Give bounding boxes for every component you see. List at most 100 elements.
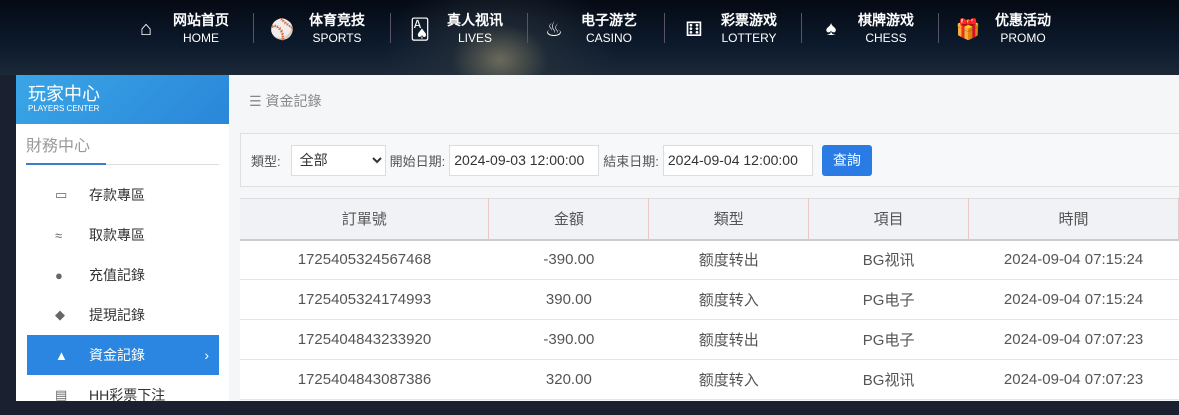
hand-money-icon: ≈ [55, 227, 63, 243]
column-header: 訂單號 [240, 198, 490, 241]
nav-item-casino[interactable]: ♨ 电子游艺 CASINO [541, 10, 637, 48]
fund-records-table: 訂單號 金額 類型 項目 時間 1725405324567468 -390.00 额度转出 BG… [240, 198, 1179, 400]
table-cell: 390.00 [488, 279, 649, 320]
nav-label-en: SPORTS [312, 31, 362, 45]
nav-label-en: LIVES [457, 31, 493, 45]
sidebar-item-4[interactable]: ▲ 資金記錄 › [27, 335, 219, 375]
filter-bar: 類型: 全部 開始日期: 結束日期: 查詢 [240, 133, 1179, 187]
nav-divider [938, 13, 939, 43]
card-icon: ▭ [55, 187, 68, 202]
bank-icon: ▲ [55, 347, 68, 363]
nav-item-chess[interactable]: ♠ 棋牌游戏 CHESS [818, 10, 914, 48]
main-panel: ☰ 資金記錄 類型: 全部 開始日期: 結束日期: 查詢 訂單號金額類型項目時間… [229, 75, 1179, 401]
nav-item-lottery[interactable]: ⚅ 彩票游戏 LOTTERY [681, 10, 777, 48]
table-cell: 1725405324567468 [240, 239, 489, 280]
table-cell: 2024-09-04 07:15:24 [968, 239, 1179, 280]
column-header: 類型 [648, 198, 810, 241]
nav-divider [527, 13, 528, 43]
chevron-right-icon: › [204, 347, 209, 363]
start-date-input[interactable] [449, 144, 600, 176]
sidebar: 玩家中心 PLAYERS CENTER 財務中心 ▭ 存款專區 ≈ 取款專區 ● 充值記錄… [16, 75, 229, 403]
table-cell: 320.00 [488, 359, 649, 400]
table-cell: 额度转出 [648, 239, 809, 280]
table-cell: PG电子 [808, 279, 969, 320]
table-cell: -390.00 [488, 319, 649, 360]
nav-label-cn: 彩票游戏 [721, 12, 777, 28]
sidebar-item-2[interactable]: ● 充值記錄 [27, 255, 219, 295]
column-header: 金額 [488, 198, 650, 241]
table-cell: BG视讯 [808, 239, 969, 280]
end-date-label: 結束日期: [603, 153, 659, 169]
sidebar-item-label: 充值記錄 [89, 267, 145, 283]
end-date-input[interactable] [662, 144, 813, 176]
column-header: 項目 [808, 198, 970, 241]
nav-divider [801, 13, 802, 43]
sidebar-item-5[interactable]: ▤ HH彩票下注 [27, 375, 219, 415]
home-icon: ⌂ [139, 17, 153, 40]
roulette-icon: ♨ [545, 18, 563, 41]
nav-label-cn: 棋牌游戏 [858, 12, 914, 28]
nav-label-en: HOME [183, 31, 219, 45]
table-cell: BG视讯 [808, 359, 969, 400]
sidebar-item-0[interactable]: ▭ 存款專區 [27, 175, 219, 215]
table-cell: 额度转入 [648, 359, 809, 400]
sidebar-item-label: 資金記錄 [89, 347, 145, 363]
table-row: 1725405324567468 -390.00 额度转出 BG视讯 2024-09-0… [240, 239, 1179, 280]
nav-label-cn: 真人视讯 [447, 12, 503, 28]
nav-item-sports[interactable]: ⚾ 体育竞技 SPORTS [269, 10, 365, 48]
nav-item-lives[interactable]: 🂡 真人视讯 LIVES [407, 10, 503, 48]
breadcrumb-label: 資金記錄 [265, 93, 322, 109]
table-cell: 2024-09-04 07:07:23 [968, 359, 1179, 400]
table-cell: 2024-09-04 07:07:23 [968, 319, 1179, 360]
nav-divider [664, 13, 665, 43]
table-cell: 1725404843233920 [240, 319, 489, 360]
column-header: 時間 [968, 198, 1179, 241]
players-center-subtitle: PLAYERS CENTER [28, 104, 100, 113]
sidebar-item-label: HH彩票下注 [89, 387, 166, 403]
type-label: 類型: [251, 153, 281, 169]
table-cell: 1725404843087386 [240, 359, 489, 400]
cards-icon: 🂡 [409, 18, 431, 41]
finance-center-title: 財務中心 [26, 132, 219, 165]
sidebar-item-3[interactable]: ◆ 提現記錄 [27, 295, 219, 335]
table-row: 1725404843087386 320.00 额度转入 BG视讯 2024-09-04… [240, 359, 1179, 400]
nav-divider [253, 13, 254, 43]
sidebar-item-1[interactable]: ≈ 取款專區 [27, 215, 219, 255]
spade-icon: ♠ [825, 17, 837, 40]
table-cell: 1725405324174993 [240, 279, 489, 320]
nav-label-cn: 优惠活动 [995, 12, 1051, 28]
sidebar-item-label: 存款專區 [89, 187, 145, 203]
type-select[interactable]: 全部 [290, 144, 386, 176]
nav-divider [390, 13, 391, 43]
gift-icon: 🎁 [955, 18, 981, 41]
nav-item-promo[interactable]: 🎁 优惠活动 PROMO [955, 10, 1051, 48]
table-cell: 额度转出 [648, 319, 809, 360]
players-center-title: 玩家中心 [28, 84, 100, 104]
table-cell: PG电子 [808, 319, 969, 360]
table-cell: 额度转入 [648, 279, 809, 320]
breadcrumb: ☰ 資金記錄 [249, 91, 321, 111]
nav-label-en: CHESS [865, 31, 907, 45]
table-row: 1725405324174993 390.00 额度转入 PG电子 2024-09-04… [240, 279, 1179, 320]
sidebar-item-label: 取款專區 [89, 227, 145, 243]
wallet-icon: ◆ [55, 307, 65, 322]
table-row: 1725404843233920 -390.00 额度转出 PG电子 2024-09-0… [240, 319, 1179, 360]
query-button[interactable]: 查詢 [821, 144, 872, 176]
nav-label-cn: 体育竞技 [309, 12, 365, 28]
menu-icon: ☰ [249, 93, 266, 109]
nav-label-en: PROMO [1000, 31, 1046, 45]
nav-label-cn: 电子游艺 [581, 12, 637, 28]
nav-item-home[interactable]: ⌂ 网站首页 HOME [133, 10, 229, 48]
dice-icon: ⚅ [685, 18, 703, 41]
sidebar-item-label: 提現記錄 [89, 307, 145, 323]
table-cell: -390.00 [488, 239, 649, 280]
nav-label-en: CASINO [585, 31, 632, 45]
top-navigation: ⌂ 网站首页 HOME ⚾ 体育竞技 SPORTS 🂡 真人视讯 LIVES ♨ 电子游艺 CASIN… [0, 0, 1179, 75]
table-cell: 2024-09-04 07:15:24 [968, 279, 1179, 320]
ball-icon: ⚾ [269, 18, 295, 41]
players-center-header: 玩家中心 PLAYERS CENTER [16, 75, 229, 124]
nav-label-cn: 网站首页 [173, 12, 229, 28]
list-icon: ▤ [55, 387, 68, 402]
start-date-label: 開始日期: [389, 153, 446, 169]
nav-label-en: LOTTERY [721, 31, 777, 45]
